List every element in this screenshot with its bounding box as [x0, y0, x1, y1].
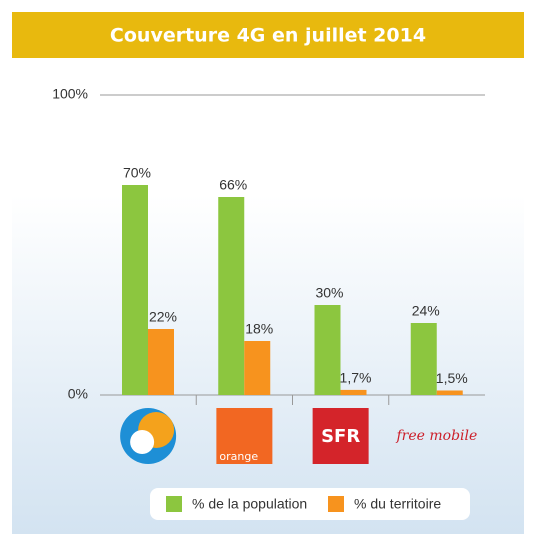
legend-box: [150, 488, 470, 520]
y-tick-label: 100%: [52, 86, 88, 102]
bar: [314, 305, 341, 395]
y-tick-label: 0%: [68, 386, 88, 402]
logo: [312, 408, 369, 464]
legend-label: % de la population: [192, 496, 307, 512]
legend-swatch: [166, 496, 182, 512]
bar: [218, 197, 245, 395]
bar: [122, 185, 148, 395]
chart-title: Couverture 4G en juillet 2014: [110, 25, 426, 47]
category-label: orange: [219, 450, 258, 463]
bar: [244, 341, 271, 395]
bar: [436, 390, 463, 395]
title-banner: [12, 12, 524, 58]
bar: [148, 329, 174, 395]
value-label: 1,7%: [340, 370, 372, 386]
bar: [340, 389, 367, 395]
value-label: 22%: [149, 309, 177, 325]
category-label: free mobile: [395, 428, 477, 444]
value-label: 30%: [315, 285, 343, 301]
value-label: 70%: [123, 165, 151, 181]
value-label: 24%: [412, 303, 440, 319]
bar: [410, 323, 437, 395]
logo: [216, 408, 273, 464]
legend-swatch: [328, 496, 344, 512]
value-label: 18%: [245, 321, 273, 337]
value-label: 1,5%: [436, 370, 468, 386]
legend-label: % du territoire: [354, 496, 441, 512]
category-label: SFR: [321, 426, 360, 447]
logo: [130, 430, 155, 454]
value-label: 66%: [219, 177, 247, 193]
